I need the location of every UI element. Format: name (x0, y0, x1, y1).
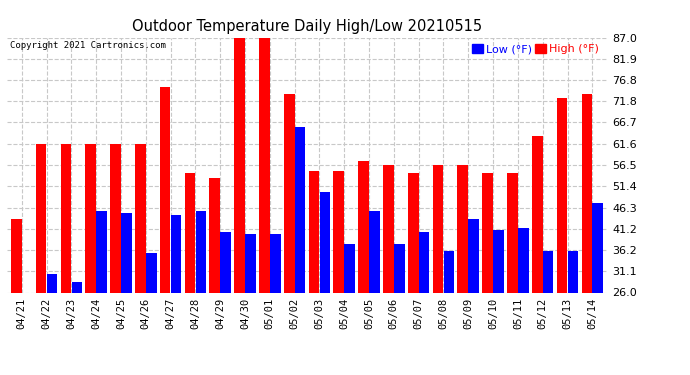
Bar (394, 244, 404, 292)
Bar (369, 211, 380, 292)
Bar (170, 215, 181, 292)
Bar (408, 173, 419, 292)
Bar (507, 173, 518, 292)
Bar (135, 144, 146, 292)
Bar (295, 128, 306, 292)
Bar (259, 38, 270, 292)
Bar (358, 161, 369, 292)
Bar (270, 234, 281, 292)
Bar (568, 251, 578, 292)
Bar (308, 171, 319, 292)
Bar (482, 173, 493, 292)
Bar (195, 211, 206, 292)
Bar (36, 144, 46, 292)
Bar (284, 94, 295, 292)
Legend: Low (°F), High (°F): Low (°F), High (°F) (472, 44, 599, 54)
Bar (433, 165, 444, 292)
Title: Outdoor Temperature Daily High/Low 20210515: Outdoor Temperature Daily High/Low 20210… (132, 18, 482, 33)
Bar (383, 165, 394, 292)
Text: Copyright 2021 Cartronics.com: Copyright 2021 Cartronics.com (10, 41, 166, 50)
Bar (333, 171, 344, 292)
Bar (11, 219, 21, 292)
Bar (61, 144, 71, 292)
Bar (457, 165, 468, 292)
Bar (97, 211, 107, 292)
Bar (160, 87, 170, 292)
Bar (344, 244, 355, 292)
Bar (47, 274, 57, 292)
Bar (185, 173, 195, 292)
Bar (493, 230, 504, 292)
Bar (220, 232, 231, 292)
Bar (582, 94, 592, 292)
Bar (518, 228, 529, 292)
Bar (469, 219, 479, 292)
Bar (121, 213, 132, 292)
Bar (72, 282, 82, 292)
Bar (543, 251, 553, 292)
Bar (110, 144, 121, 292)
Bar (419, 232, 429, 292)
Bar (245, 234, 256, 292)
Bar (444, 251, 454, 292)
Bar (557, 98, 567, 292)
Bar (234, 38, 245, 292)
Bar (210, 177, 220, 292)
Bar (146, 253, 157, 292)
Bar (86, 144, 96, 292)
Bar (593, 202, 603, 292)
Bar (319, 192, 331, 292)
Bar (532, 136, 542, 292)
